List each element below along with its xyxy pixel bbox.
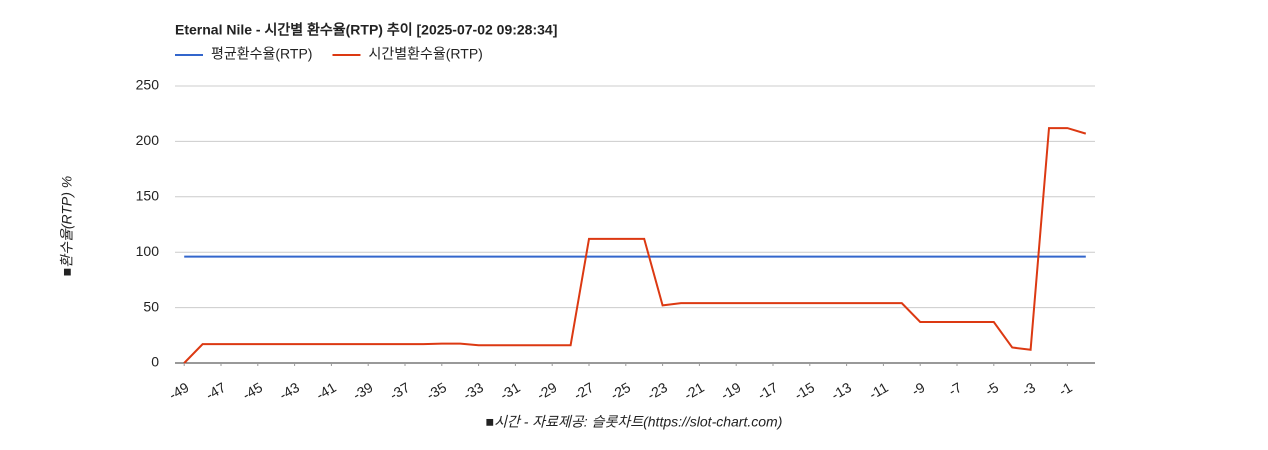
x-tick-label: -37: [387, 379, 413, 403]
y-tick-label: 0: [151, 354, 159, 370]
x-tick-label: -23: [644, 379, 670, 403]
series-line: [183, 127, 1087, 364]
y-tick-label: 200: [136, 132, 160, 148]
legend-label: 평균환수율(RTP): [211, 46, 312, 62]
x-tick-label: -49: [166, 379, 192, 403]
y-tick-label: 250: [136, 77, 160, 93]
x-axis-label: ■시간 - 자료제공: 슬롯차트(https://slot-chart.com): [486, 414, 783, 430]
x-tick-label: -35: [424, 379, 450, 403]
y-tick-label: 150: [136, 188, 160, 204]
x-tick-label: -19: [718, 379, 744, 403]
x-tick-label: -39: [350, 379, 376, 403]
x-tick-label: -21: [681, 379, 707, 403]
x-tick-label: -31: [497, 379, 523, 403]
x-tick-label: -13: [828, 379, 854, 403]
x-tick-label: -9: [909, 379, 928, 399]
legend-label: 시간별환수율(RTP): [368, 46, 482, 62]
x-tick-label: -27: [571, 379, 597, 403]
x-tick-label: -33: [460, 379, 486, 403]
x-tick-label: -7: [946, 379, 965, 399]
chart-title: Eternal Nile - 시간별 환수율(RTP) 추이 [2025-07-…: [175, 22, 557, 38]
x-tick-label: -11: [866, 379, 891, 403]
y-tick-label: 50: [143, 298, 159, 314]
x-tick-label: -29: [534, 379, 560, 403]
x-tick-label: -43: [276, 379, 302, 403]
y-tick-label: 100: [136, 243, 160, 259]
x-tick-label: -45: [240, 379, 266, 403]
x-tick-label: -3: [1019, 379, 1038, 399]
x-tick-label: -47: [203, 379, 229, 403]
y-axis-label: ■환수율(RTP) %: [59, 176, 75, 277]
x-tick-label: -1: [1056, 379, 1075, 399]
x-tick-label: -17: [755, 379, 781, 403]
x-tick-label: -15: [792, 379, 818, 403]
x-tick-label: -5: [982, 379, 1001, 399]
x-tick-label: -25: [608, 379, 634, 403]
x-tick-label: -41: [313, 379, 339, 403]
